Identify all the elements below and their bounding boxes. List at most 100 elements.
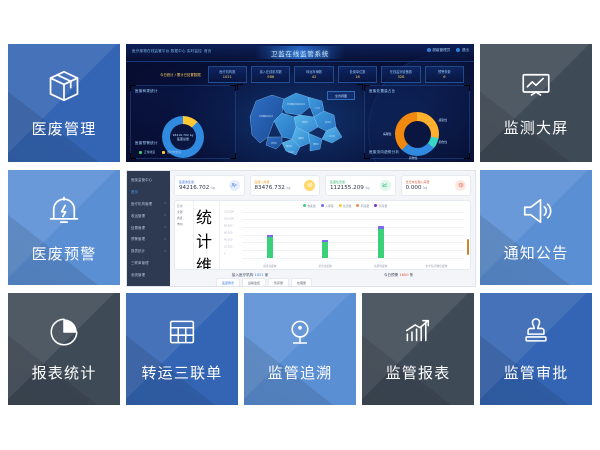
admin-tabs[interactable]: 医废概览 运输监控 暂存量 处理量 [216, 278, 313, 286]
logout-label[interactable]: 退出 [456, 48, 469, 53]
x-tick: 损伤性废物 [318, 264, 332, 268]
tab-transport-monitor[interactable]: 运输监控 [242, 278, 267, 286]
big-screen-kpi-row: 今日统计 / 累计已处置数据 医疗机构数 1021 接入在线机构数 986 转运车辆… [160, 65, 465, 83]
map-view-button[interactable]: 全省视图 [326, 91, 355, 100]
corner-decoration [464, 153, 470, 159]
stat-card-inbound[interactable]: 医废入库量 83476.732 kg [249, 175, 320, 196]
inbound-icon [304, 179, 315, 191]
tile-medical-waste-alert[interactable]: 医废预警 [8, 170, 120, 285]
x-tick: 化学性/药物性废物 [425, 264, 448, 268]
legend-item: 处置量 [338, 204, 351, 208]
tile-transfer-triplicate-form[interactable]: 转运三联单 [126, 293, 238, 405]
stat-card-pending[interactable]: 当日未处理入库量 0.000 kg [400, 175, 471, 196]
kpi-card[interactable]: 在线监测设备数 328 [381, 65, 421, 83]
tile-supervision-approval[interactable]: 监管审批 [480, 293, 592, 405]
sidebar-item-0[interactable]: 医废监管中心 [131, 178, 153, 183]
stat-label: 医废入库量 [254, 179, 270, 184]
camera-monitor-icon [283, 315, 317, 353]
admin-sidebar: 医废监管中心 首页 医疗机构管理 ▾ 收运管理 ▾ 处置管理 ▾ 预警管理 ▾ 报表统计… [127, 171, 170, 286]
sidebar-item-7[interactable]: 三联单管理 [131, 260, 149, 265]
tile-report-statistics[interactable]: 报表统计 [8, 293, 120, 405]
sidebar-item-1[interactable]: 首页 [131, 190, 139, 195]
tile-label: 报表统计 [31, 364, 97, 382]
alerts-summary: 今日预警 1600 条 [383, 272, 414, 277]
tab-processing[interactable]: 处理量 [291, 278, 313, 286]
province-map[interactable]: 甘孜藏族自治州 阿坝藏族羌族自治州 广元市 绵阳市 南充市 达州市 成都市 德阳… [238, 85, 362, 159]
corner-decoration [464, 85, 470, 91]
institutions-summary: 接入医疗机构 1021 家 [231, 272, 269, 277]
stat-card-collection[interactable]: 医废收集量 94216.702 kg [174, 175, 245, 196]
filter-item[interactable]: 市州 [177, 221, 183, 226]
sidebar-item-6[interactable]: 报表统计 ▾ [131, 248, 166, 254]
bar-chart: 收集量 入库量 处置量 转运量 暂存量 120,000 100,000 [220, 201, 470, 269]
legend-item: 入库量 [320, 204, 334, 208]
stat-label: 当日未处理入库量 [405, 179, 430, 184]
admin-dashboard-preview[interactable]: 医废监管中心 首页 医疗机构管理 ▾ 收运管理 ▾ 处置管理 ▾ 预警管理 ▾ 报表统计… [126, 170, 476, 287]
tile-label: 监测大屏 [503, 119, 569, 137]
kpi-card[interactable]: 预警条数 6 [424, 65, 465, 83]
kpi-card[interactable]: 接入在线机构数 986 [251, 65, 291, 83]
panel-footer-title: 医废预警统计 [135, 141, 158, 145]
tile-supervision-report[interactable]: 监管报表 [362, 293, 474, 405]
big-screen-map-panel[interactable]: 甘孜藏族自治州 阿坝藏族羌族自治州 广元市 绵阳市 南充市 达州市 成都市 德阳… [237, 84, 363, 159]
sidebar-item-4[interactable]: 处置管理 ▾ [131, 225, 166, 230]
tile-label: 转运三联单 [141, 364, 223, 382]
screen-chart-icon [518, 68, 554, 108]
vertical-scrollbar[interactable] [467, 238, 469, 255]
donut-slice-label: 药物性 [409, 156, 418, 160]
big-screen-nav-home[interactable]: 首页 [204, 48, 212, 53]
y-tick: 20,000 [224, 245, 233, 248]
tile-notice-announcement[interactable]: 通知公告 [480, 170, 592, 285]
stat-card-disposal[interactable]: 医废处置量 112155.209 kg [325, 175, 396, 196]
svg-text:达州市: 达州市 [329, 134, 335, 138]
sidebar-item-3[interactable]: 收运管理 ▾ [131, 213, 166, 218]
corner-decoration [230, 153, 236, 159]
tile-label: 监管审批 [503, 364, 569, 382]
kpi-card[interactable]: 处置单位数 16 [337, 65, 378, 83]
bar-group [298, 212, 354, 258]
svg-text:宜宾市: 宜宾市 [271, 141, 277, 145]
filter-header: 区域 [177, 203, 183, 208]
pie-chart-icon [47, 315, 81, 353]
tile-label: 监管追溯 [267, 364, 333, 382]
bar-group [409, 212, 465, 258]
tab-overview[interactable]: 医废概览 [216, 278, 241, 286]
filter-column-dimension[interactable]: 统计维度 收集量 入库量 处置量 转运量 暂存量 [194, 200, 220, 270]
y-tick: 0 [224, 252, 226, 255]
stat-value: 112155.209 kg [330, 185, 370, 191]
filter-item[interactable]: 全部 [177, 209, 183, 214]
kpi-card[interactable]: 转运车辆数 42 [294, 65, 334, 83]
user-label[interactable]: 超级管理员 [426, 48, 450, 53]
chart-legend: 收集量 入库量 处置量 转运量 暂存量 [224, 204, 466, 208]
svg-text:绵阳市: 绵阳市 [302, 120, 308, 124]
megaphone-icon [518, 193, 554, 233]
box-icon [45, 67, 83, 109]
sidebar-item-2[interactable]: 医疗机构管理 ▾ [131, 201, 166, 206]
sidebar-item-5[interactable]: 预警管理 ▾ [131, 236, 166, 242]
tile-label: 医废管理 [31, 120, 97, 138]
kpi-lead-text: 今日统计 / 累计已处置数据 [160, 72, 201, 77]
tile-label: 通知公告 [503, 243, 569, 262]
stat-value: 83476.732 kg [254, 185, 291, 191]
kpi-card[interactable]: 医疗机构数 1021 [207, 65, 248, 83]
chevron-down-icon: ▾ [164, 213, 166, 218]
tile-monitoring-big-screen[interactable]: 监测大屏 [480, 44, 592, 162]
big-screen-left-panel: 医废种类统计 94216.702 kg 医废总量 正常收运 超时未收运 医废预警… [130, 85, 236, 159]
big-screen-preview[interactable]: 医疗废物在线监管平台 数据中心 实时监控 首页 卫监在线监管系统 超级管理员 退… [126, 44, 474, 162]
big-screen-header-right[interactable]: 超级管理员 退出 [426, 48, 469, 53]
tab-storage[interactable]: 暂存量 [268, 278, 290, 286]
legend-item: 正常收运 [139, 150, 155, 154]
filter-header: 统计维度 [196, 207, 213, 270]
collect-icon [228, 179, 240, 191]
grid-table-icon [165, 315, 199, 353]
y-tick: 80,000 [224, 224, 233, 227]
big-screen-title: 卫监在线监管系统 [254, 46, 346, 59]
legend-item: 超时未收运 [162, 150, 181, 154]
tile-supervision-trace[interactable]: 监管追溯 [244, 293, 356, 405]
filter-column-region[interactable]: 区域 全部 省直 市州 [175, 200, 194, 269]
tile-medical-waste-management[interactable]: 医废管理 [8, 44, 120, 162]
filter-item[interactable]: 省直 [177, 215, 183, 220]
sidebar-item-8[interactable]: 系统管理 [131, 272, 146, 277]
tile-label: 医废预警 [31, 244, 97, 263]
